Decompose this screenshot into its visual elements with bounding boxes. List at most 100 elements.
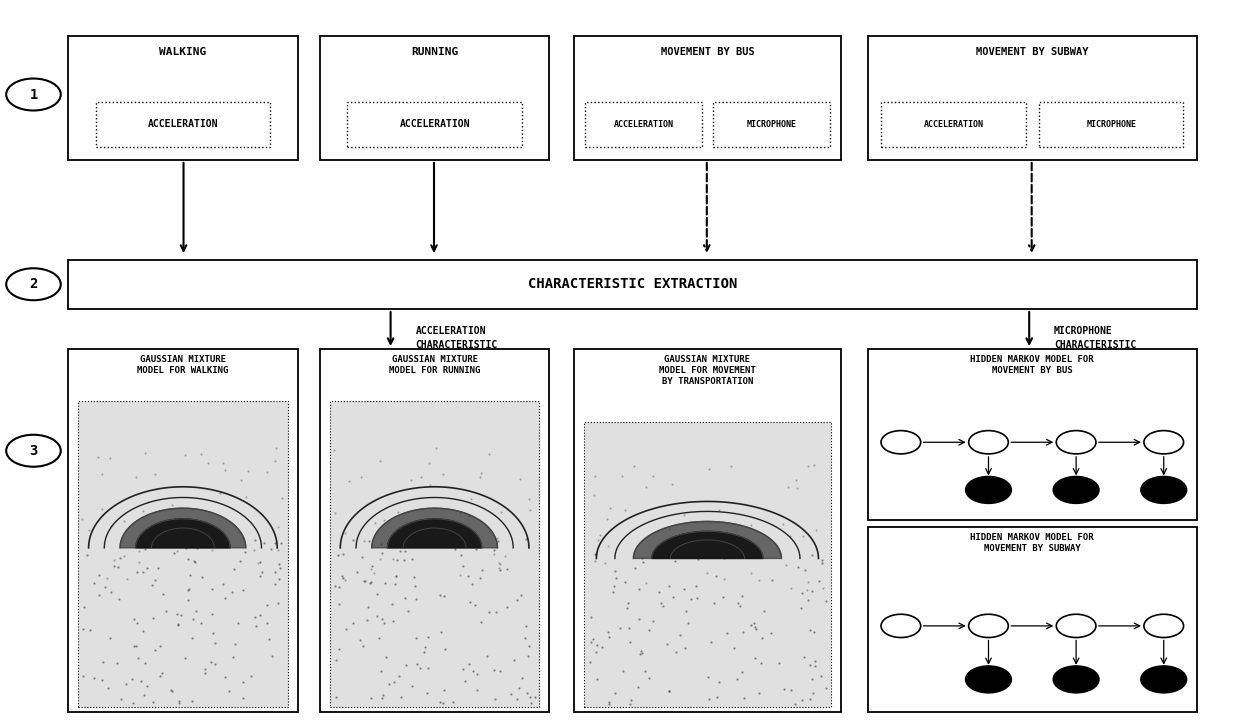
Point: [248, 558, 268, 569]
Point: [182, 695, 202, 707]
Point: [192, 571, 212, 582]
Point: [167, 608, 187, 619]
Circle shape: [1053, 477, 1099, 503]
Point: [396, 659, 415, 671]
Point: [138, 562, 157, 574]
Point: [184, 614, 203, 625]
Point: [370, 632, 389, 644]
Point: [598, 627, 618, 638]
Point: [107, 657, 126, 669]
Point: [355, 576, 374, 587]
Text: ACCELERATION
CHARACTERISTIC: ACCELERATION CHARACTERISTIC: [415, 326, 497, 350]
Point: [387, 570, 407, 582]
Point: [795, 564, 815, 576]
Point: [150, 640, 170, 651]
Point: [635, 665, 655, 677]
Point: [593, 642, 613, 654]
Point: [238, 465, 258, 476]
Point: [769, 657, 789, 669]
Point: [477, 651, 497, 662]
Point: [94, 581, 114, 593]
Point: [181, 569, 201, 580]
Point: [114, 515, 134, 527]
Bar: [868, 36, 1197, 160]
Point: [742, 519, 761, 531]
Point: [727, 673, 746, 685]
Point: [484, 545, 503, 556]
Point: [184, 555, 203, 567]
Point: [164, 547, 184, 559]
Point: [268, 597, 288, 608]
Point: [761, 574, 781, 586]
Point: [249, 556, 269, 568]
Point: [226, 638, 246, 650]
Point: [497, 601, 517, 613]
Point: [98, 683, 118, 694]
Point: [746, 624, 766, 635]
Point: [787, 482, 807, 494]
Point: [776, 560, 796, 571]
Text: GAUSSIAN MIXTURE
MODEL FOR RUNNING: GAUSSIAN MIXTURE MODEL FOR RUNNING: [389, 355, 480, 375]
Point: [433, 468, 453, 480]
Point: [490, 558, 510, 569]
Point: [203, 627, 223, 639]
Bar: [320, 349, 549, 712]
Point: [79, 624, 99, 636]
Point: [805, 655, 825, 667]
Point: [512, 672, 532, 684]
Polygon shape: [372, 508, 497, 548]
Point: [92, 674, 112, 686]
Point: [587, 646, 606, 658]
Point: [800, 694, 820, 705]
Point: [402, 553, 422, 564]
Point: [114, 550, 134, 561]
Point: [241, 670, 260, 682]
Point: [129, 545, 149, 557]
Point: [455, 675, 475, 686]
Point: [787, 561, 807, 573]
Point: [516, 534, 536, 545]
Point: [391, 545, 410, 557]
Point: [605, 687, 625, 699]
Bar: [68, 260, 1197, 309]
Point: [133, 625, 153, 637]
Point: [402, 680, 422, 691]
Point: [585, 548, 605, 560]
Point: [100, 521, 120, 532]
Point: [472, 564, 492, 576]
Point: [367, 588, 387, 600]
Point: [153, 588, 172, 600]
Point: [717, 627, 737, 639]
Point: [587, 640, 606, 651]
Point: [386, 571, 405, 582]
Point: [386, 578, 405, 590]
Point: [430, 627, 450, 638]
Circle shape: [966, 666, 1012, 693]
Point: [162, 499, 182, 510]
Bar: [1039, 102, 1183, 147]
Point: [467, 537, 487, 548]
Point: [698, 671, 718, 683]
Point: [491, 506, 511, 518]
Point: [193, 539, 213, 551]
Circle shape: [1143, 614, 1183, 638]
Point: [358, 535, 378, 547]
Point: [202, 545, 222, 556]
Point: [373, 689, 393, 701]
Point: [497, 563, 517, 575]
Point: [657, 638, 677, 650]
Point: [418, 631, 438, 643]
Point: [451, 550, 471, 561]
Point: [334, 548, 353, 560]
Point: [749, 574, 769, 585]
Point: [404, 580, 424, 592]
Circle shape: [968, 614, 1008, 638]
Point: [224, 563, 244, 574]
Point: [471, 467, 491, 478]
Point: [347, 566, 367, 577]
Point: [632, 552, 652, 563]
Circle shape: [6, 268, 61, 300]
Point: [216, 465, 236, 476]
Point: [479, 448, 498, 459]
Text: GAUSSIAN MIXTURE
MODEL FOR WALKING: GAUSSIAN MIXTURE MODEL FOR WALKING: [138, 355, 228, 375]
